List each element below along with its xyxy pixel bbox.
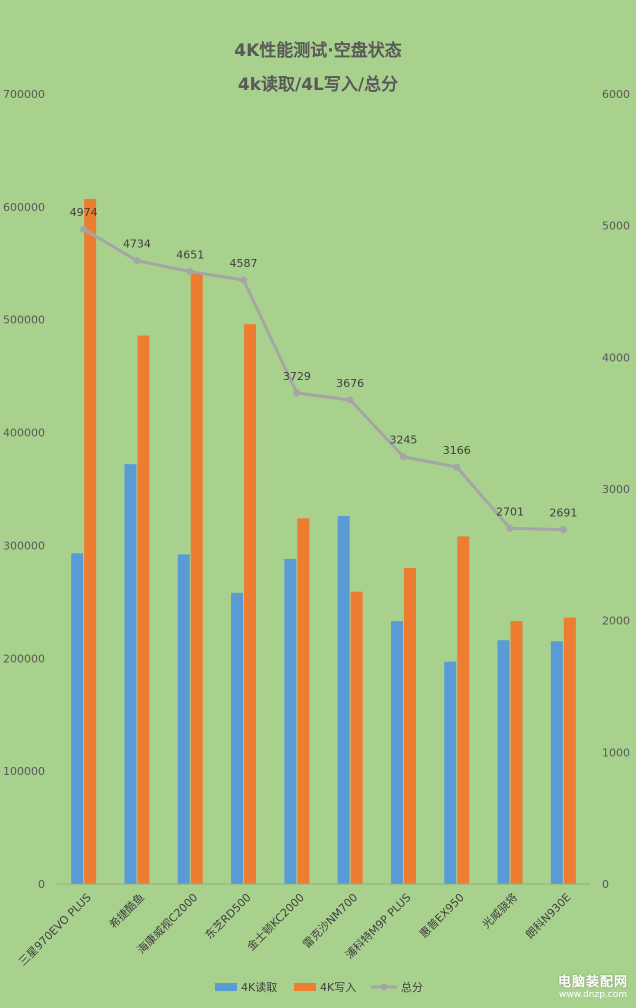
data-label: 4651 <box>176 249 204 262</box>
bar <box>177 554 190 884</box>
x-tick-label: 雷克沙NM700 <box>300 891 360 951</box>
y-right-tick-label: 2000 <box>602 615 630 628</box>
x-tick-label: 希捷酷鱼 <box>106 890 147 931</box>
y-right-tick-label: 0 <box>602 878 609 891</box>
y-right-tick-label: 5000 <box>602 220 630 233</box>
legend-marker <box>380 983 388 991</box>
x-tick-label: 光威骁将 <box>479 890 520 931</box>
bar <box>390 621 403 884</box>
line-point <box>346 396 354 404</box>
line-point <box>240 276 248 284</box>
x-tick-label: 东芝RD500 <box>203 891 254 942</box>
bar <box>284 558 297 884</box>
bar <box>510 621 523 884</box>
data-label: 2691 <box>549 507 577 520</box>
watermark-url: www.dnzp.com <box>558 990 628 1000</box>
bar <box>497 640 510 884</box>
x-tick-label: 三星970EVO PLUS <box>16 891 94 969</box>
data-label: 4974 <box>70 206 98 219</box>
y-right-tick-label: 1000 <box>602 746 630 759</box>
legend-swatch <box>215 983 237 991</box>
line-point <box>133 257 141 265</box>
bar <box>231 592 244 884</box>
legend-label: 4K读取 <box>241 980 277 994</box>
bar <box>350 591 363 884</box>
x-tick-label: 金士顿KC2000 <box>244 890 307 953</box>
bar <box>337 516 350 884</box>
y-right-tick-label: 6000 <box>602 88 630 101</box>
watermark: 电脑装配网 www.dnzp.com <box>558 971 628 1000</box>
bar <box>137 335 150 884</box>
y-left-tick-label: 200000 <box>3 652 45 665</box>
y-right-tick-label: 4000 <box>602 351 630 364</box>
bar <box>403 568 416 884</box>
bar <box>550 641 563 884</box>
bar <box>444 661 457 884</box>
data-label: 3676 <box>336 377 364 390</box>
bar <box>563 617 576 884</box>
y-right-tick-label: 3000 <box>602 483 630 496</box>
series-line <box>82 227 564 532</box>
bar <box>124 464 137 884</box>
bar <box>190 273 203 884</box>
line-point <box>506 524 514 532</box>
legend-swatch <box>294 983 316 991</box>
line-point <box>399 453 407 461</box>
y-left-tick-label: 500000 <box>3 314 45 327</box>
bar <box>244 324 257 884</box>
bar <box>71 553 84 884</box>
y-left-tick-label: 700000 <box>3 88 45 101</box>
line-point <box>80 225 88 233</box>
data-label: 4587 <box>230 257 258 270</box>
line-point <box>453 463 461 471</box>
line-point <box>559 526 567 534</box>
data-label: 3245 <box>389 434 417 447</box>
watermark-text: 电脑装配网 <box>557 975 628 990</box>
y-left-tick-label: 400000 <box>3 427 45 440</box>
y-left-tick-label: 100000 <box>3 765 45 778</box>
bar <box>297 518 310 884</box>
chart-title: 4K性能测试·空盘状态 <box>234 41 402 61</box>
data-label: 3729 <box>283 370 311 383</box>
bar <box>84 198 97 884</box>
y-left-tick-label: 600000 <box>3 201 45 214</box>
data-label: 2701 <box>496 505 524 518</box>
y-left-tick-label: 0 <box>38 878 45 891</box>
data-label: 4734 <box>123 238 151 251</box>
x-tick-label: 朗科N930E <box>522 890 573 941</box>
legend-label: 4K写入 <box>320 981 356 994</box>
y-left-tick-label: 300000 <box>3 539 45 552</box>
x-tick-label: 惠普EX950 <box>416 890 467 941</box>
line-point <box>186 268 194 276</box>
legend-label: 总分 <box>401 980 423 994</box>
data-label: 3166 <box>443 444 471 457</box>
line-point <box>293 389 301 397</box>
bar <box>457 536 470 884</box>
chart-subtitle: 4k读取/4L写入/总分 <box>237 75 399 95</box>
